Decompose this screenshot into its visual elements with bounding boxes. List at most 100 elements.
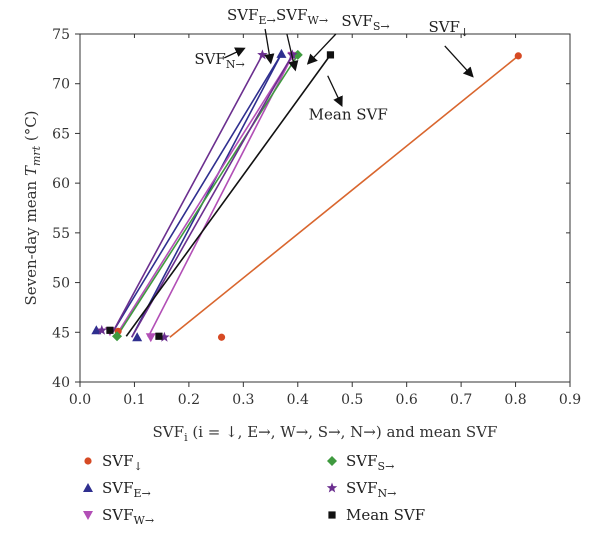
annotation-arrow-4	[224, 47, 246, 59]
annotation-arrow-1	[264, 28, 275, 65]
series-line-5	[125, 54, 332, 337]
legend-marker-1	[83, 483, 93, 492]
legend-label-2: SVFW→	[102, 506, 154, 527]
x-tick-label: 0.1	[123, 392, 145, 408]
plot-area	[91, 48, 522, 343]
legend-label-0-sub: ↓	[134, 460, 143, 473]
annotation-label-4-sub: N→	[226, 58, 245, 71]
x-tick-label: 0.0	[69, 392, 91, 408]
data-point-1	[91, 325, 102, 335]
annotation-label-5-main: Mean SVF	[309, 106, 388, 124]
legend-label-2-main: SVF	[102, 506, 134, 524]
legend-label-0: SVF↓	[102, 452, 143, 473]
x-axis-title-rest: (i = ↓, E→, W→, S→, N→) and mean SVF	[188, 423, 498, 441]
series-line-2	[147, 55, 294, 338]
data-point-3	[112, 331, 123, 342]
annotation-label-4: SVFN→	[194, 50, 244, 71]
legend-label-1: SVFE→	[102, 479, 151, 500]
y-tick-label: 75	[52, 27, 70, 43]
data-point-4	[159, 331, 170, 342]
legend-label-1-main: SVF	[102, 479, 134, 497]
data-point-1	[132, 332, 143, 342]
legend-label-2-sub: W→	[134, 514, 155, 527]
legend: SVF↓SVFE→SVFW→SVFS→SVFN→Mean SVF	[83, 452, 425, 527]
series-line-0	[169, 55, 519, 338]
series-line-1	[111, 53, 283, 333]
x-tick-label: 0.8	[504, 392, 526, 408]
legend-label-3: SVFS→	[346, 452, 394, 473]
axes: 0.0 0.1 0.2 0.3 0.4 0.5 0.6 0.7 0.8 0.9 40 45 50 55 60…	[22, 27, 581, 444]
annotation-label-2: SVFW→	[276, 6, 328, 27]
annotations: SVF↓SVFE→ SVFW→ SVFS→SVFN→Mean SVF	[194, 6, 474, 124]
annotation-label-2-main: SVF	[276, 6, 308, 24]
x-tick-label: 0.6	[396, 392, 418, 408]
annotation-label-0-sub: ↓	[460, 26, 469, 39]
y-tick-label: 50	[52, 276, 70, 292]
data-point-3	[292, 49, 303, 60]
annotation-label-3: SVFS→	[341, 12, 389, 33]
annotation-label-0-main: SVF	[428, 18, 460, 36]
x-tick-label: 0.7	[450, 392, 472, 408]
annotation-arrow-3	[306, 33, 337, 65]
y-tick-label: 45	[52, 325, 70, 341]
annotation-arrow-0	[444, 45, 474, 78]
y-axis-title: Seven-day mean Tmrt (°C)	[22, 110, 43, 305]
annotation-label-2-sub: W→	[308, 14, 329, 27]
data-point-0	[217, 333, 226, 341]
annotation-label-1-main: SVF	[227, 6, 259, 24]
legend-marker-2	[83, 511, 93, 520]
data-point-4	[96, 324, 108, 335]
annotation-label-1: SVFE→	[227, 6, 276, 27]
legend-label-4: SVFN→	[346, 479, 396, 500]
annotation-arrow-2	[286, 33, 299, 72]
data-point-2	[145, 333, 156, 343]
legend-label-0-main: SVF	[102, 452, 134, 470]
series-line-4	[131, 54, 294, 338]
y-tick-label: 65	[52, 126, 70, 142]
legend-marker-3	[327, 456, 337, 466]
legend-marker-5	[328, 511, 336, 519]
x-tick-label: 0.4	[287, 392, 309, 408]
legend-label-3-sub: S→	[378, 460, 395, 473]
annotation-label-1-sub: E→	[259, 14, 276, 27]
legend-label-1-sub: E→	[134, 487, 151, 500]
x-tick-label: 0.9	[559, 392, 581, 408]
x-axis-title-sub: i	[184, 431, 188, 444]
y-axis-title-unit: (°C)	[22, 110, 40, 145]
annotation-label-3-main: SVF	[341, 12, 373, 30]
data-point-4	[257, 49, 268, 60]
data-point-5	[326, 51, 335, 59]
y-axis-title-main: Seven-day mean	[22, 176, 40, 306]
legend-label-3-main: SVF	[346, 452, 378, 470]
legend-label-5: Mean SVF	[346, 506, 425, 524]
x-axis-title-main: SVF	[153, 423, 185, 441]
x-tick-label: 0.2	[178, 392, 200, 408]
annotation-label-5: Mean SVF	[309, 106, 388, 124]
data-point-5	[106, 326, 114, 334]
x-tick-label: 0.3	[232, 392, 254, 408]
y-axis-title-var: T	[22, 165, 40, 176]
series-line-3	[116, 54, 299, 337]
legend-marker-0	[84, 457, 92, 465]
series-line-4	[111, 54, 264, 333]
legend-label-4-sub: N→	[378, 487, 397, 500]
y-tick-label: 40	[52, 375, 70, 391]
legend-label-4-main: SVF	[346, 479, 378, 497]
plot-frame	[79, 33, 571, 383]
annotation-arrow-5	[327, 75, 343, 107]
annotation-label-3-sub: S→	[373, 20, 390, 33]
y-tick-label: 60	[52, 176, 70, 192]
y-tick-label: 70	[52, 77, 70, 93]
series-line-2	[117, 55, 294, 333]
y-tick-label: 55	[52, 226, 70, 242]
data-point-0	[514, 52, 522, 60]
data-point-5	[155, 332, 163, 340]
x-tick-label: 0.5	[341, 392, 363, 408]
legend-marker-4	[326, 482, 338, 493]
y-axis-title-sub: mrt	[30, 145, 43, 166]
data-point-1	[276, 48, 287, 58]
x-axis-title: SVFi (i = ↓, E→, W→, S→, N→) and mean SV…	[153, 423, 498, 444]
legend-label-5-main: Mean SVF	[346, 506, 425, 524]
annotation-label-0: SVF↓	[428, 18, 469, 39]
